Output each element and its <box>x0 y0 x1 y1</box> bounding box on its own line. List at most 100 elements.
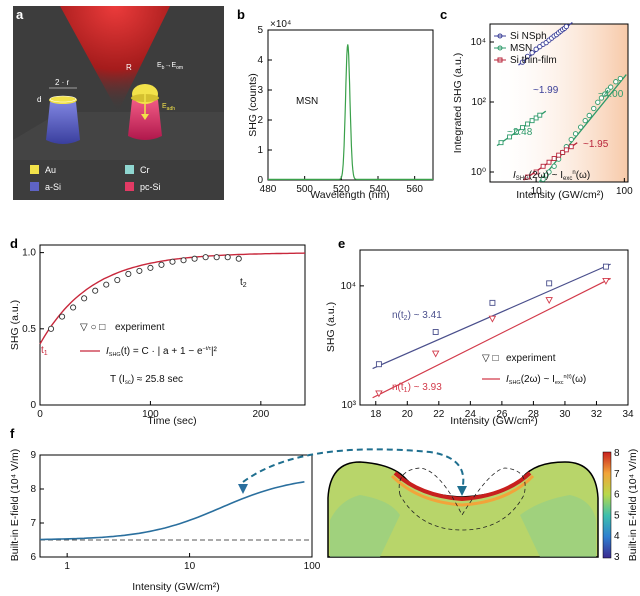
n2-label: n(t2) ~ 3.41 <box>392 310 442 322</box>
panel-c-point <box>498 140 504 146</box>
efield-map-region-left <box>330 495 400 557</box>
slope-label-msn-sq: ~2.48 <box>507 127 533 138</box>
panel-d-point <box>158 261 165 268</box>
panel-b-xtick-label: 520 <box>333 184 350 195</box>
panel-e-fit-line <box>372 277 611 399</box>
panel-d-point <box>235 255 242 262</box>
panel-c-xlabel: Intensity (GW/cm²) <box>516 189 604 201</box>
panel-e-point <box>602 263 609 270</box>
legend-label-cr: Cr <box>140 165 150 175</box>
legend-marker-si-thin-film <box>497 57 503 63</box>
panel-d-point <box>169 258 176 265</box>
panel-f: f Intensity (GW/cm²) Built-in E-field (1… <box>9 426 639 593</box>
panel-d-axes <box>39 244 306 406</box>
legend-label-experiment-e: experiment <box>506 353 556 364</box>
panel-e-xtick-label: 28 <box>528 409 540 420</box>
panel-b-axes <box>267 29 434 181</box>
legend-swatch-pcsi <box>125 182 134 191</box>
panel-label-c: c <box>440 7 447 22</box>
panel-b-xtick-label: 560 <box>406 184 423 195</box>
panel-e-point <box>545 297 553 305</box>
efield-map-region-right <box>520 495 596 557</box>
panel-c-point <box>529 118 535 124</box>
panel-c-ytick-label: 10² <box>472 97 487 108</box>
legend-label-experiment: experiment <box>115 322 165 333</box>
legend-label-msn: MSN <box>510 43 532 54</box>
panel-d-point <box>147 264 154 271</box>
colorbar-label: Built-in E-field (10⁴ V/m) <box>627 449 639 561</box>
panel-e-axes <box>359 249 629 406</box>
slope-label-si-thin-film: ~1.95 <box>583 139 609 150</box>
panel-f-axes <box>39 454 313 558</box>
panel-e-point <box>431 350 440 358</box>
legend-markers-experiment: ▽ ○ □ <box>80 322 105 333</box>
tau-label: T (Isc) ≈ 25.8 sec <box>110 374 183 386</box>
panel-a-legend: Au Cr a-Si pc-Si <box>30 165 161 192</box>
slope-label-si-nsph: ~1.99 <box>533 85 559 96</box>
panel-b: b ×10⁴ MSN Wavelength (nm) SHG (counts) … <box>237 7 434 201</box>
panel-c-point <box>563 147 569 153</box>
panel-e-xtick-label: 34 <box>622 409 634 420</box>
panel-e-point <box>432 329 439 335</box>
panel-f-ytick-label: 6 <box>30 552 36 563</box>
panel-f-ytick-label: 8 <box>30 484 36 495</box>
panel-e-point <box>375 361 382 368</box>
panel-c-point <box>568 144 574 150</box>
panel-e-xtick-label: 32 <box>591 409 603 420</box>
panel-c-point <box>598 95 605 101</box>
panel-d-ylabel: SHG (a.u.) <box>9 300 21 350</box>
panel-c-point <box>578 124 584 130</box>
panel-c-point <box>572 131 579 137</box>
panel-d-ytick-label: 1.0 <box>22 248 36 259</box>
panel-c-point <box>529 50 535 56</box>
legend-marker-msn <box>497 45 503 51</box>
panel-c-point <box>543 172 549 178</box>
panel-b-ytick-label: 3 <box>257 85 263 96</box>
colorbar-tick-label: 6 <box>614 490 620 501</box>
colorbar <box>602 451 612 559</box>
panel-c-point <box>507 134 513 140</box>
panel-c-point <box>546 169 552 175</box>
panel-e-xtick-label: 24 <box>465 409 477 420</box>
panel-c-point <box>617 75 623 82</box>
legend-markers-experiment-e: ▽ □ <box>482 353 499 364</box>
legend-label-fit: ISHG(t) = C · | a + 1 − e−t/τ|² <box>106 346 218 358</box>
panel-a: a 2 · r d R Eb→Eom Eadh Au Cr a-Si <box>13 6 224 200</box>
legend-label-si-thin-film: Si thin-film <box>510 55 557 66</box>
panel-c-point <box>582 118 588 124</box>
legend-swatch-cr <box>125 165 134 174</box>
efield-map <box>327 461 599 558</box>
panel-c-point <box>533 115 539 121</box>
panel-b-xlabel: Wavelength (nm) <box>310 189 390 201</box>
slope-label-msn: ~4.00 <box>598 89 624 100</box>
efield-map-contour <box>398 467 526 531</box>
panel-c-point <box>568 136 574 143</box>
panel-c-point <box>540 163 546 169</box>
efield-map-warm-edge <box>390 474 535 507</box>
panel-b-multiplier: ×10⁴ <box>270 19 291 30</box>
panel-b-xtick-label: 480 <box>260 184 277 195</box>
panel-d-point <box>191 255 198 262</box>
panel-c-point <box>525 174 531 180</box>
panel-c-point <box>514 129 520 135</box>
panel-e-point <box>489 299 496 306</box>
panel-label-d: d <box>10 236 18 251</box>
panel-e-ytick-label: 10⁴ <box>341 281 356 292</box>
panel-b-ytick-label: 4 <box>257 55 263 66</box>
panel-c-xtick-label: 100 <box>616 186 633 197</box>
panel-f-xtick-label: 1 <box>64 561 70 572</box>
panel-d-point <box>47 325 55 332</box>
panel-e-ytick-label: 10³ <box>342 400 357 411</box>
panel-d-ytick-label: 0.5 <box>22 324 36 335</box>
panel-b-ytick-label: 1 <box>257 145 263 156</box>
legend-label-pcsi: pc-Si <box>140 182 161 192</box>
panel-c-point <box>602 91 608 97</box>
panel-d-point <box>213 254 220 261</box>
panel-d-point <box>180 257 187 264</box>
panel-c-point <box>613 79 619 85</box>
panel-d-xtick-label: 0 <box>37 409 43 420</box>
panel-d-point <box>114 276 121 284</box>
thickness-label: d <box>37 95 41 104</box>
panel-b-spectrum-line <box>268 44 433 180</box>
